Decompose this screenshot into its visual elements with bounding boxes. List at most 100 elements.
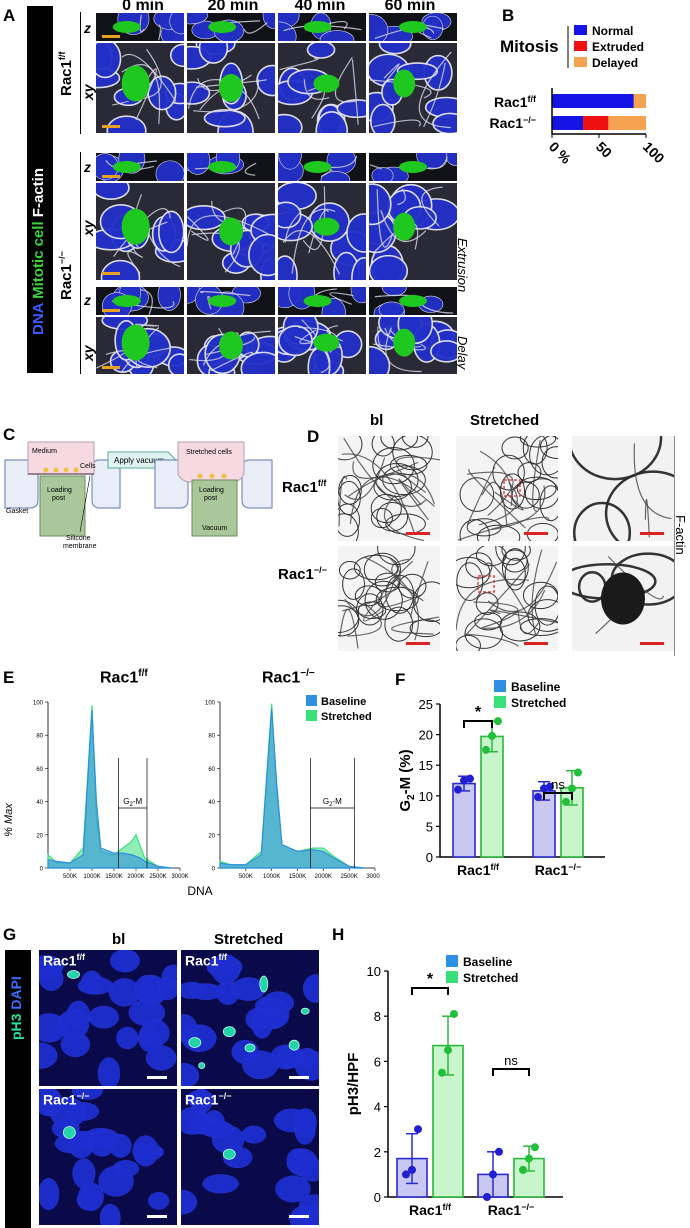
f-legend-baseline-swatch bbox=[494, 680, 506, 692]
h-point-1-1-2 bbox=[531, 1143, 539, 1152]
panel-a-tile-r5-c0 bbox=[96, 317, 184, 374]
e1-gate-label: G2-M bbox=[323, 797, 342, 808]
panel-a-tile-r1-c3 bbox=[369, 43, 457, 133]
f-point-0-1-0 bbox=[534, 793, 542, 802]
e1-ytick-5: 100 bbox=[205, 701, 216, 707]
chart-b-title: Mitosis bbox=[500, 37, 559, 56]
e1-ytick-1: 20 bbox=[208, 833, 215, 839]
panel-a-tile-r4-c0 bbox=[96, 287, 184, 315]
panel-label-c: C bbox=[3, 425, 16, 444]
h-ytick-5: 10 bbox=[367, 964, 381, 979]
chart-b-row-ff: Rac1f/f bbox=[494, 94, 537, 110]
h-ytick-1: 2 bbox=[374, 1145, 381, 1160]
panel-label-g: G bbox=[3, 925, 17, 944]
panel-d-col-stretched: Stretched bbox=[470, 412, 540, 429]
f-ytick-5: 25 bbox=[419, 697, 433, 712]
panel-a-geno-ff: Rac1f/f bbox=[57, 51, 75, 96]
legend-normal-swatch bbox=[574, 25, 587, 35]
panel-label-a: A bbox=[3, 6, 16, 25]
h-legend-baseline-swatch bbox=[446, 955, 458, 967]
time-header-40: 40 min bbox=[294, 0, 346, 14]
panel-f-chart: 0 5 10 15 20 25 G2-M (%) Baseline Stretched Rac1f… bbox=[397, 680, 605, 878]
panel-g-tile-r0-c1: Rac1f/f bbox=[181, 950, 319, 1086]
panel-c-diagram: Medium Cells Loading post Gasket Silicon… bbox=[4, 441, 273, 550]
panel-a-tile-r2-c3 bbox=[369, 153, 457, 181]
panel-a-tile-r1-c2 bbox=[278, 43, 366, 133]
panel-d-tile-r1-c1 bbox=[456, 546, 558, 651]
e0-ytick-3: 60 bbox=[36, 767, 43, 773]
e-ylabel: % Max bbox=[3, 803, 15, 837]
panel-g-side-bar bbox=[5, 950, 31, 1228]
side-label-dna: DNA bbox=[30, 303, 47, 335]
panel-d-tile-r1-c0 bbox=[338, 546, 440, 651]
panel-a-tile-r3-c3 bbox=[369, 183, 457, 280]
loading-post-left bbox=[39, 475, 86, 537]
time-header-60: 60 min bbox=[384, 0, 436, 14]
h-point-1-1-1 bbox=[525, 1154, 533, 1163]
legend-extruded-swatch bbox=[574, 41, 587, 51]
e-legend-stretched-swatch bbox=[306, 710, 317, 721]
e1-xtick-1: 1000K bbox=[263, 874, 280, 880]
h-ytick-2: 4 bbox=[374, 1100, 381, 1115]
h-legend-stretched-swatch bbox=[446, 971, 458, 983]
panel-g-tile-label-1: Rac1f/f bbox=[185, 952, 227, 969]
xy-label-ff: xy bbox=[80, 84, 96, 100]
panel-a-tile-r5-c3 bbox=[369, 317, 457, 374]
panel-a-geno-ko: Rac1−/− bbox=[57, 251, 75, 300]
side-label-mitotic: Mitotic cell bbox=[30, 221, 47, 299]
f-legend-baseline: Baseline bbox=[511, 680, 561, 694]
e1-xtick-3: 2000K bbox=[315, 874, 332, 880]
panel-a-tile-r0-c0 bbox=[96, 13, 184, 41]
e0-xtick-4: 2500K bbox=[149, 874, 166, 880]
chart-b-bar-0-0 bbox=[552, 94, 634, 108]
e0-series-1 bbox=[47, 705, 172, 869]
e0-xtick-1: 1000K bbox=[83, 874, 100, 880]
f-sig-1: ns bbox=[551, 777, 565, 792]
panel-g-col-stretched: Stretched bbox=[214, 931, 284, 948]
panel-a-side-bar bbox=[27, 6, 53, 373]
label-gasket: Gasket bbox=[6, 508, 28, 515]
panel-d-tile-r0-c1 bbox=[456, 436, 558, 541]
f-ytick-1: 5 bbox=[426, 819, 433, 834]
panel-d-tile-r1-c2 bbox=[572, 546, 674, 651]
f-bar-0-0 bbox=[452, 782, 476, 858]
panel-label-f: F bbox=[395, 670, 406, 689]
h-xcat-0: Rac1f/f bbox=[409, 1202, 452, 1218]
panel-h-chart: 0 2 4 6 8 10 pH3/HPF Baseline Stretched Rac1f/f * R… bbox=[345, 955, 563, 1218]
f-legend-stretched-swatch bbox=[494, 696, 506, 708]
panel-label-e: E bbox=[3, 668, 15, 687]
legend-delayed: Delayed bbox=[592, 56, 638, 70]
panel-g-tile-r0-c0: Rac1f/f bbox=[39, 950, 177, 1086]
h-point-0-1-1 bbox=[489, 1170, 497, 1179]
panel-a-tile-r2-c1 bbox=[187, 153, 275, 181]
panel-e-title-ko: Rac1−/− bbox=[262, 668, 315, 687]
h-legend-stretched: Stretched bbox=[463, 971, 518, 985]
f-point-1-1-2 bbox=[574, 768, 582, 777]
panel-g-side-label: pH3 DAPI bbox=[8, 976, 24, 1040]
panel-g-tile-label-0: Rac1f/f bbox=[43, 952, 85, 969]
panel-g-tile-r1-c0: Rac1−/− bbox=[39, 1089, 177, 1225]
legend-extruded: Extruded bbox=[592, 40, 644, 54]
h-point-0-1-2 bbox=[495, 1147, 503, 1156]
h-point-0-0-0 bbox=[402, 1170, 410, 1179]
panel-g-col-bl: bl bbox=[112, 931, 126, 948]
e-xlabel: DNA bbox=[187, 884, 212, 898]
panel-a-tile-r4-c2 bbox=[278, 287, 366, 315]
f-ytick-3: 15 bbox=[419, 758, 433, 773]
h-ylabel: pH3/HPF bbox=[345, 1053, 362, 1116]
f-legend-stretched: Stretched bbox=[511, 696, 566, 710]
e1-ytick-2: 40 bbox=[208, 800, 215, 806]
e0-gate-label: G2-M bbox=[123, 797, 142, 808]
panel-g-tile-label-3: Rac1−/− bbox=[185, 1091, 232, 1108]
panel-d-row-ff: Rac1f/f bbox=[282, 478, 327, 496]
h-ytick-4: 8 bbox=[374, 1009, 381, 1024]
panel-d-col-bl: bl bbox=[370, 412, 384, 429]
f-ytick-0: 0 bbox=[426, 850, 433, 865]
chart-b-bar-2-0 bbox=[633, 94, 646, 108]
f-xcat-1: Rac1−/− bbox=[535, 862, 581, 878]
e1-xtick-4: 2500K bbox=[340, 874, 357, 880]
e0-xtick-3: 2000K bbox=[127, 874, 144, 880]
e0-xtick-0: 500K bbox=[63, 874, 77, 880]
e1-ytick-0: 0 bbox=[212, 867, 216, 873]
h-point-0-0-1 bbox=[408, 1165, 416, 1174]
